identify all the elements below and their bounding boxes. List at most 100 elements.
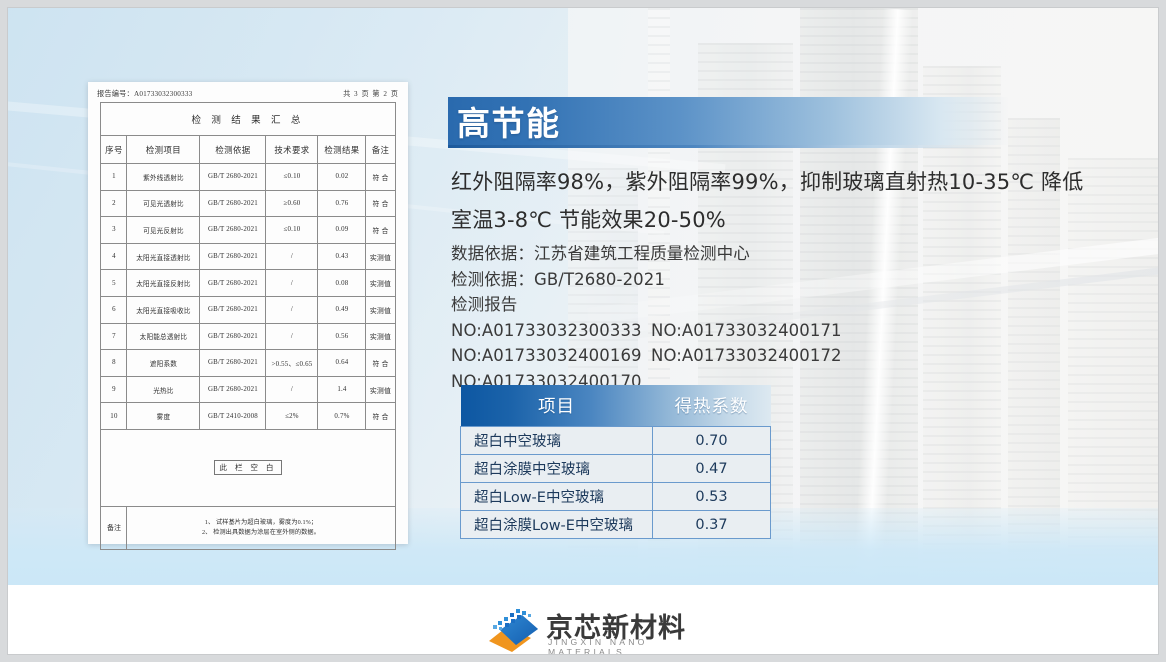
cell-req: ≥0.60 bbox=[265, 189, 319, 218]
test-basis-line: 检测依据：GB/T2680-2021 bbox=[451, 269, 665, 289]
cell-remark: 符 合 bbox=[365, 349, 396, 377]
cell-req: / bbox=[265, 375, 319, 404]
cell-req: >0.55、≤0.65 bbox=[265, 349, 319, 377]
report-col-seq: 序号 bbox=[100, 135, 128, 164]
report-results-table: 检 测 结 果 汇 总 序号 检测项目 检测依据 技术要求 检测结果 备注 1 … bbox=[100, 102, 396, 550]
data-table-cell-value: 0.47 bbox=[652, 454, 771, 483]
banner-underline bbox=[448, 145, 993, 148]
cell-seq: 8 bbox=[100, 349, 128, 377]
cell-req: / bbox=[265, 322, 319, 351]
report-table-row: 4 太阳光直接透射比 GB/T 2680-2021 / 0.43 实测值 bbox=[100, 242, 396, 271]
jingxin-logo-mark-icon bbox=[486, 608, 542, 652]
cell-result: 0.76 bbox=[317, 189, 367, 218]
cell-remark: 符 合 bbox=[365, 163, 396, 191]
cell-req: ≤2% bbox=[265, 402, 319, 430]
report-table-title-row: 检 测 结 果 汇 总 bbox=[100, 102, 396, 136]
logo-english-name: JINGXIN NANO MATERIALS bbox=[548, 637, 648, 654]
report-label-line: 检测报告 bbox=[451, 295, 518, 314]
report-table-header-row: 序号 检测项目 检测依据 技术要求 检测结果 备注 bbox=[100, 135, 396, 164]
cell-seq: 3 bbox=[100, 216, 128, 244]
cell-result: 0.49 bbox=[317, 295, 367, 324]
report-number: NO:A01733032400172 bbox=[651, 346, 842, 365]
data-table-header-item: 项目 bbox=[538, 397, 575, 417]
report-number: NO:A01733032300333 bbox=[451, 320, 642, 340]
cell-seq: 1 bbox=[100, 163, 128, 191]
cell-item: 太阳光直接反射比 bbox=[126, 269, 201, 297]
logo-chinese-name: 京芯新材料 bbox=[546, 613, 686, 644]
cell-basis: GB/T 2680-2021 bbox=[199, 163, 267, 191]
report-blank-row: 此 栏 空 白 bbox=[100, 428, 396, 507]
report-note-line: 2、 检测出具数据为涂层在室外侧的数据。 bbox=[201, 528, 320, 536]
cell-item: 可见光透射比 bbox=[126, 189, 201, 218]
report-number-row: NO:A01733032300333 NO:A01733032400171 bbox=[451, 318, 1153, 344]
building-silhouette bbox=[923, 66, 1001, 585]
report-table-row: 7 太阳能总透射比 GB/T 2680-2021 / 0.56 实测值 bbox=[100, 322, 396, 351]
cell-basis: GB/T 2680-2021 bbox=[199, 375, 267, 404]
cell-item: 紫外线透射比 bbox=[126, 163, 201, 191]
data-table-cell-item: 超白中空玻璃 bbox=[460, 426, 653, 455]
cell-basis: GB/T 2680-2021 bbox=[199, 349, 267, 377]
report-col-basis: 检测依据 bbox=[199, 135, 267, 164]
lead-paragraph: 红外阻隔率98%，紫外阻隔率99%，抑制玻璃直射热10-35℃ 降低 室温3-8… bbox=[451, 163, 1153, 239]
cell-seq: 7 bbox=[100, 322, 128, 351]
cell-item: 太阳能总透射比 bbox=[126, 322, 201, 351]
cell-result: 0.08 bbox=[317, 269, 367, 297]
report-note-cell: 1、 试样基片为超白玻璃，雾度为0.1%； 2、 检测出具数据为涂层在室外侧的数… bbox=[126, 505, 396, 550]
test-report-scan: 报告编号：A01733032300333 共 3 页 第 2 页 检 测 结 果… bbox=[88, 82, 408, 550]
cell-item: 太阳光直接吸收比 bbox=[126, 295, 201, 324]
report-note-line: 1、 试样基片为超白玻璃，雾度为0.1%； bbox=[204, 519, 318, 527]
report-page-label: 共 3 页 第 2 页 bbox=[343, 90, 399, 98]
data-table-row: 超白中空玻璃 0.70 bbox=[460, 426, 771, 455]
report-table-row: 6 太阳光直接吸收比 GB/T 2680-2021 / 0.49 实测值 bbox=[100, 295, 396, 324]
report-table-row: 5 太阳光直接反射比 GB/T 2680-2021 / 0.08 实测值 bbox=[100, 269, 396, 297]
cell-req: / bbox=[265, 242, 319, 271]
cell-seq: 9 bbox=[100, 375, 128, 404]
data-basis-line: 数据依据：江苏省建筑工程质量检测中心 bbox=[451, 244, 750, 263]
cell-basis: GB/T 2680-2021 bbox=[199, 295, 267, 324]
footer-bar bbox=[8, 585, 1158, 654]
cell-remark: 实测值 bbox=[365, 322, 396, 351]
report-table-row: 8 遮阳系数 GB/T 2680-2021 >0.55、≤0.65 0.64 符… bbox=[100, 349, 396, 377]
cell-req: ≤0.10 bbox=[265, 163, 319, 191]
report-blank-mark-cell: 此 栏 空 白 bbox=[100, 428, 396, 507]
cell-item: 太阳光直接透射比 bbox=[126, 242, 201, 271]
cell-seq: 4 bbox=[100, 242, 128, 271]
company-logo: 京芯新材料 JINGXIN NANO MATERIALS bbox=[486, 606, 706, 654]
lead-line: 红外阻隔率98%，紫外阻隔率99%，抑制玻璃直射热10-35℃ 降低 bbox=[451, 170, 1084, 194]
cell-req: / bbox=[265, 269, 319, 297]
report-table-row: 3 可见光反射比 GB/T 2680-2021 ≤0.10 0.09 符 合 bbox=[100, 216, 396, 244]
report-table-row: 1 紫外线透射比 GB/T 2680-2021 ≤0.10 0.02 符 合 bbox=[100, 163, 396, 191]
report-number: NO:A01733032400170 bbox=[451, 371, 642, 391]
cell-remark: 符 合 bbox=[365, 189, 396, 218]
cell-result: 0.56 bbox=[317, 322, 367, 351]
report-col-remark: 备注 bbox=[365, 135, 396, 164]
data-table-cell-value: 0.37 bbox=[652, 510, 771, 539]
cell-result: 0.7% bbox=[317, 402, 367, 430]
data-table-cell-item: 超白涂膜中空玻璃 bbox=[460, 454, 653, 483]
cell-remark: 实测值 bbox=[365, 295, 396, 324]
cell-seq: 5 bbox=[100, 269, 128, 297]
report-col-item: 检测项目 bbox=[126, 135, 201, 164]
cell-req: / bbox=[265, 295, 319, 324]
data-table-row: 超白Low-E中空玻璃 0.53 bbox=[460, 482, 771, 511]
cell-seq: 2 bbox=[100, 189, 128, 218]
page-title: 高节能 bbox=[457, 104, 561, 143]
report-number: NO:A01733032400171 bbox=[651, 320, 842, 340]
report-table-title: 检 测 结 果 汇 总 bbox=[100, 102, 396, 136]
data-table-header-value: 得热系数 bbox=[674, 397, 749, 417]
right-content-column: 高节能 红外阻隔率98%，紫外阻隔率99%，抑制玻璃直射热10-35℃ 降低 室… bbox=[445, 8, 1158, 585]
cell-basis: GB/T 2410-2008 bbox=[199, 402, 267, 430]
cell-item: 可见光反射比 bbox=[126, 216, 201, 244]
cell-result: 0.02 bbox=[317, 163, 367, 191]
cell-basis: GB/T 2680-2021 bbox=[199, 269, 267, 297]
report-table-row: 9 光热比 GB/T 2680-2021 / 1.4 实测值 bbox=[100, 375, 396, 404]
report-note-label: 备注 bbox=[100, 505, 128, 550]
cell-remark: 实测值 bbox=[365, 242, 396, 271]
cell-result: 0.64 bbox=[317, 349, 367, 377]
data-table-row: 超白涂膜中空玻璃 0.47 bbox=[460, 454, 771, 483]
report-table-row: 2 可见光透射比 GB/T 2680-2021 ≥0.60 0.76 符 合 bbox=[100, 189, 396, 218]
data-table-row: 超白涂膜Low-E中空玻璃 0.37 bbox=[460, 510, 771, 539]
cell-result: 1.4 bbox=[317, 375, 367, 404]
cell-req: ≤0.10 bbox=[265, 216, 319, 244]
cell-remark: 实测值 bbox=[365, 375, 396, 404]
